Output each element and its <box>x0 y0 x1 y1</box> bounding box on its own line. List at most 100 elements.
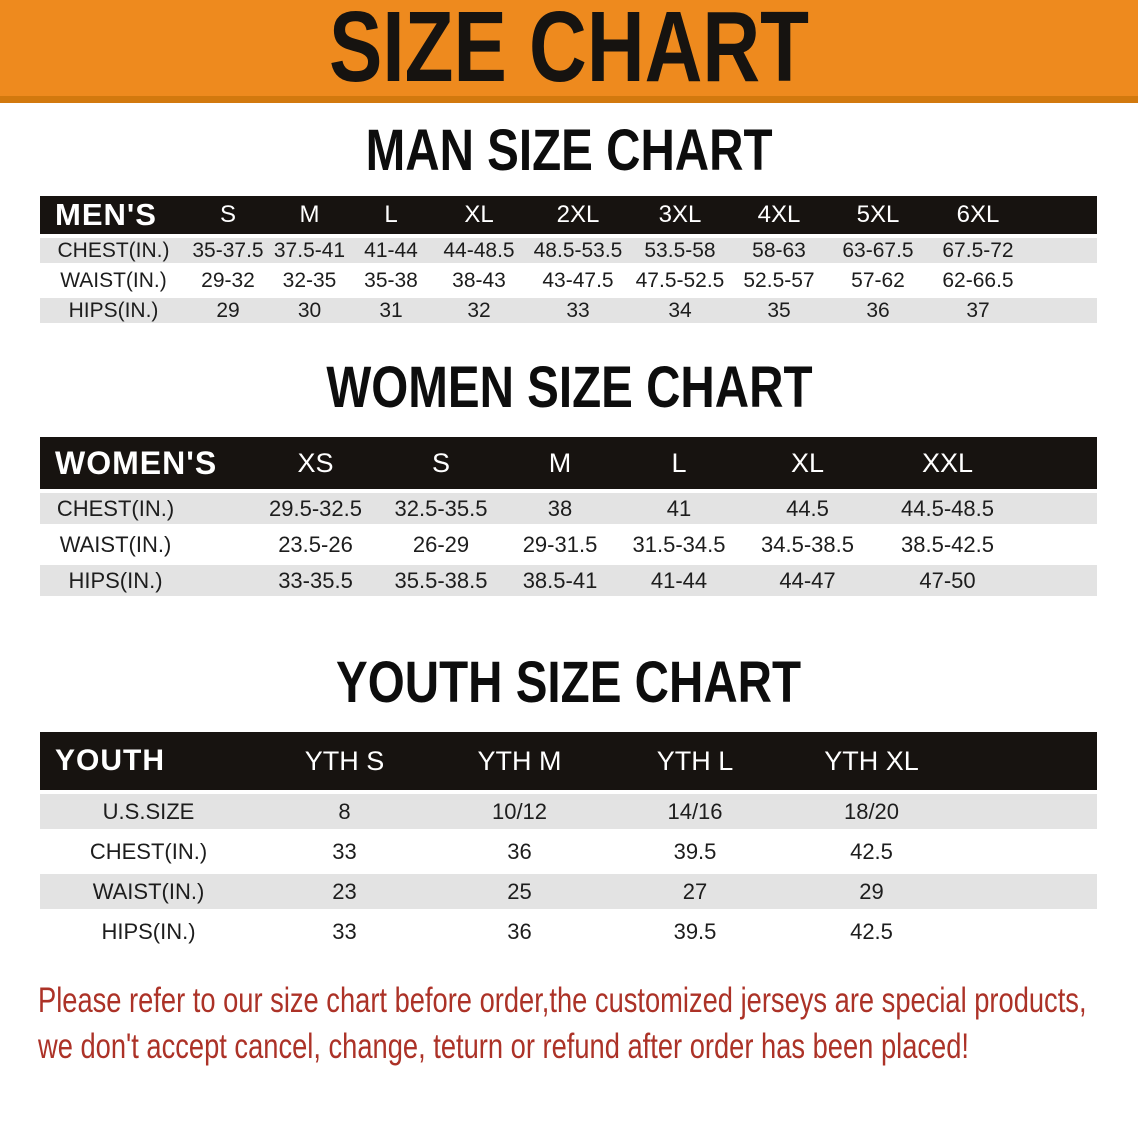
table-row: WAIST(IN.) 23.5-26 26-29 29-31.5 31.5-34.5 34… <box>40 529 1097 565</box>
size-column-header: 4XL <box>730 196 828 238</box>
disclaimer-line-1: Please refer to our size chart before or… <box>38 981 1087 1020</box>
table-row: CHEST(IN.) 29.5-32.5 32.5-35.5 38 41 44.5 44.5… <box>40 493 1097 529</box>
size-column-header: YTH L <box>607 732 783 794</box>
measurement-value-cell: 25 <box>432 874 607 914</box>
disclaimer-line-2: we don't accept cancel, change, teturn o… <box>38 1027 969 1066</box>
measurement-value-cell: 32 <box>432 298 526 328</box>
size-column-header: XXL <box>875 437 1020 493</box>
table-corner-label: WOMEN'S <box>40 437 251 493</box>
measurement-value-cell: 33 <box>257 834 432 874</box>
table-row: U.S.SIZE 8 10/12 14/16 18/20 <box>40 794 1097 834</box>
measurement-value-cell: 23.5-26 <box>251 529 380 565</box>
size-column-header: S <box>380 437 502 493</box>
measurement-value-cell: 31 <box>350 298 432 328</box>
size-column-header: L <box>618 437 740 493</box>
table-header-row: YOUTH YTH S YTH M YTH L YTH XL <box>40 732 1097 794</box>
men-chart-heading: MAN SIZE CHART <box>365 118 773 183</box>
header-spacer <box>1028 196 1097 238</box>
measurement-value-cell: 29 <box>187 298 269 328</box>
measurement-value-cell: 36 <box>432 834 607 874</box>
measurement-value-cell: 18/20 <box>783 794 960 834</box>
measurement-value-cell: 35-38 <box>350 268 432 298</box>
women-chart-heading: WOMEN SIZE CHART <box>325 355 813 420</box>
measurement-value-cell: 35-37.5 <box>187 238 269 268</box>
measurement-value-cell: 35.5-38.5 <box>380 565 502 601</box>
header-spacer <box>1020 437 1097 493</box>
table-row: CHEST(IN.) 35-37.5 37.5-41 41-44 44-48.5 48.5… <box>40 238 1097 268</box>
measurement-row-label: WAIST(IN.) <box>40 529 251 565</box>
table-row: HIPS(IN.) 29 30 31 32 33 34 35 36 37 <box>40 298 1097 328</box>
measurement-value-cell: 33-35.5 <box>251 565 380 601</box>
measurement-value-cell: 44.5 <box>740 493 875 529</box>
women-size-section: WOMEN SIZE CHART WOMEN'S XS S M L XL XXL CHEST(… <box>0 355 1138 601</box>
measurement-value-cell: 53.5-58 <box>630 238 730 268</box>
table-row: WAIST(IN.) 29-32 32-35 35-38 38-43 43-47.5 47.… <box>40 268 1097 298</box>
measurement-value-cell: 38.5-41 <box>502 565 618 601</box>
size-column-header: M <box>502 437 618 493</box>
measurement-value-cell: 33 <box>526 298 630 328</box>
measurement-value-cell: 34.5-38.5 <box>740 529 875 565</box>
size-column-header: 3XL <box>630 196 730 238</box>
measurement-row-label: CHEST(IN.) <box>40 834 257 874</box>
measurement-value-cell: 58-63 <box>730 238 828 268</box>
measurement-value-cell: 57-62 <box>828 268 928 298</box>
measurement-row-label: U.S.SIZE <box>40 794 257 834</box>
row-spacer <box>960 834 1097 874</box>
size-column-header: 5XL <box>828 196 928 238</box>
measurement-value-cell: 10/12 <box>432 794 607 834</box>
measurement-row-label: HIPS(IN.) <box>40 298 187 328</box>
table-row: WAIST(IN.) 23 25 27 29 <box>40 874 1097 914</box>
measurement-value-cell: 41 <box>618 493 740 529</box>
table-header-row: MEN'S S M L XL 2XL 3XL 4XL 5XL 6XL <box>40 196 1097 238</box>
header-spacer <box>960 732 1097 794</box>
measurement-value-cell: 44-47 <box>740 565 875 601</box>
measurement-value-cell: 44-48.5 <box>432 238 526 268</box>
measurement-value-cell: 41-44 <box>350 238 432 268</box>
measurement-value-cell: 30 <box>269 298 350 328</box>
measurement-value-cell: 47-50 <box>875 565 1020 601</box>
table-row: HIPS(IN.) 33 36 39.5 42.5 <box>40 914 1097 954</box>
measurement-value-cell: 29.5-32.5 <box>251 493 380 529</box>
measurement-row-label: WAIST(IN.) <box>40 874 257 914</box>
page-title: SIZE CHART <box>329 0 809 103</box>
measurement-row-label: HIPS(IN.) <box>40 565 251 601</box>
measurement-value-cell: 48.5-53.5 <box>526 238 630 268</box>
measurement-value-cell: 41-44 <box>618 565 740 601</box>
row-spacer <box>1028 268 1097 298</box>
row-spacer <box>960 914 1097 954</box>
measurement-value-cell: 32.5-35.5 <box>380 493 502 529</box>
table-header-row: WOMEN'S XS S M L XL XXL <box>40 437 1097 493</box>
measurement-value-cell: 27 <box>607 874 783 914</box>
measurement-row-label: HIPS(IN.) <box>40 914 257 954</box>
measurement-row-label: CHEST(IN.) <box>40 493 251 529</box>
row-spacer <box>1028 238 1097 268</box>
size-column-header: 2XL <box>526 196 630 238</box>
table-corner-label: MEN'S <box>40 196 187 238</box>
women-size-table: WOMEN'S XS S M L XL XXL CHEST(IN.) 29.5-32.5 32.5… <box>40 437 1097 601</box>
men-size-section: MAN SIZE CHART MEN'S S M L XL 2XL 3XL 4XL 5XL 6XL… <box>0 118 1138 328</box>
measurement-row-label: CHEST(IN.) <box>40 238 187 268</box>
measurement-value-cell: 29-32 <box>187 268 269 298</box>
size-column-header: XL <box>432 196 526 238</box>
measurement-value-cell: 37 <box>928 298 1028 328</box>
measurement-value-cell: 29-31.5 <box>502 529 618 565</box>
measurement-value-cell: 42.5 <box>783 834 960 874</box>
measurement-value-cell: 37.5-41 <box>269 238 350 268</box>
measurement-value-cell: 38 <box>502 493 618 529</box>
measurement-value-cell: 23 <box>257 874 432 914</box>
measurement-value-cell: 36 <box>432 914 607 954</box>
measurement-value-cell: 14/16 <box>607 794 783 834</box>
size-column-header: S <box>187 196 269 238</box>
measurement-value-cell: 31.5-34.5 <box>618 529 740 565</box>
size-column-header: XL <box>740 437 875 493</box>
row-spacer <box>960 874 1097 914</box>
men-size-table: MEN'S S M L XL 2XL 3XL 4XL 5XL 6XL CHEST(IN.) 35-37… <box>40 196 1097 328</box>
size-column-header: YTH M <box>432 732 607 794</box>
measurement-value-cell: 8 <box>257 794 432 834</box>
measurement-value-cell: 42.5 <box>783 914 960 954</box>
measurement-value-cell: 33 <box>257 914 432 954</box>
measurement-value-cell: 26-29 <box>380 529 502 565</box>
measurement-value-cell: 52.5-57 <box>730 268 828 298</box>
youth-size-table: YOUTH YTH S YTH M YTH L YTH XL U.S.SIZE 8 10/12… <box>40 732 1097 954</box>
table-corner-label: YOUTH <box>40 732 257 794</box>
